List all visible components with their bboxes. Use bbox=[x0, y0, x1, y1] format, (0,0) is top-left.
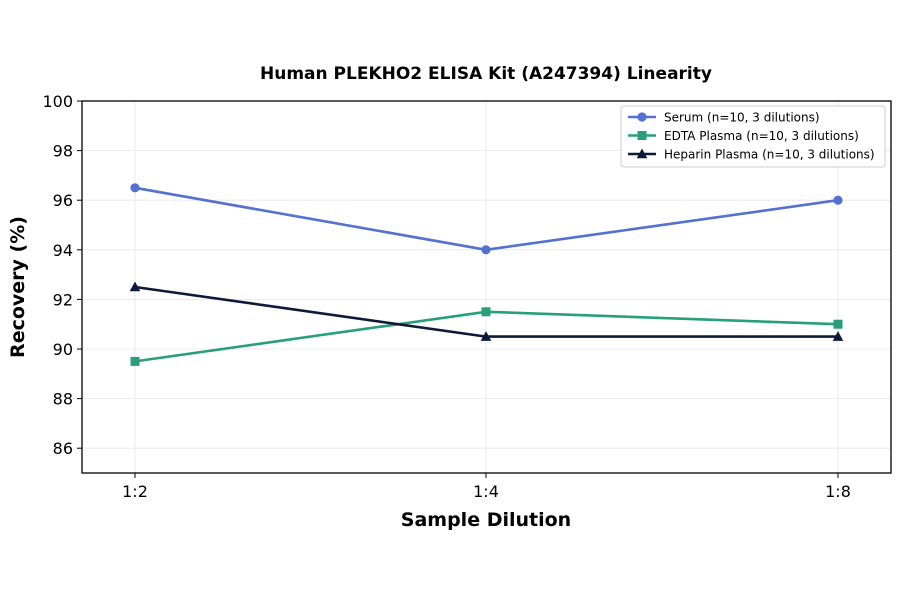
data-point-triangle bbox=[480, 331, 492, 341]
legend-label: Heparin Plasma (n=10, 3 dilutions) bbox=[664, 148, 875, 162]
y-tick-label: 88 bbox=[53, 390, 73, 409]
legend-label: EDTA Plasma (n=10, 3 dilutions) bbox=[664, 129, 859, 143]
x-axis-label: Sample Dilution bbox=[401, 509, 571, 531]
series-line bbox=[134, 186, 839, 252]
y-tick-label: 94 bbox=[53, 241, 73, 260]
y-axis-label: Recovery (%) bbox=[7, 216, 29, 358]
data-point-square bbox=[833, 319, 843, 329]
legend-item: Heparin Plasma (n=10, 3 dilutions) bbox=[628, 148, 875, 162]
legend-item: Serum (n=10, 3 dilutions) bbox=[628, 111, 820, 125]
series-layer bbox=[129, 183, 844, 366]
data-point-triangle bbox=[636, 148, 648, 159]
y-tick-label: 98 bbox=[53, 142, 73, 161]
y-tick-label: 92 bbox=[53, 290, 73, 309]
y-tick-label: 96 bbox=[53, 191, 73, 210]
legend-label: Serum (n=10, 3 dilutions) bbox=[664, 111, 820, 125]
y-tick-label: 100 bbox=[42, 92, 73, 111]
data-point-triangle bbox=[832, 331, 844, 341]
data-point-square bbox=[637, 131, 647, 140]
data-point-circle bbox=[130, 183, 140, 193]
x-tick-label: 1:2 bbox=[122, 482, 148, 501]
data-point-triangle bbox=[129, 281, 141, 292]
legend-box bbox=[620, 105, 886, 168]
data-point-square bbox=[130, 356, 140, 366]
y-axis-ticks: 86 88 90 92 94 96 98 100 bbox=[42, 92, 82, 458]
y-tick-label: 90 bbox=[53, 340, 73, 359]
series-circle bbox=[130, 183, 843, 255]
data-point-circle bbox=[637, 112, 647, 122]
legend-item: EDTA Plasma (n=10, 3 dilutions) bbox=[628, 129, 859, 143]
y-tick-label: 86 bbox=[53, 439, 73, 458]
legend: Serum (n=10, 3 dilutions) EDTA Plasma (n=… bbox=[620, 105, 886, 168]
x-tick-label: 1:4 bbox=[473, 482, 499, 501]
data-point-circle bbox=[481, 245, 491, 255]
x-axis-ticks: 1:2 1:4 1:8 bbox=[122, 473, 851, 501]
chart-title: Human PLEKHO2 ELISA Kit (A247394) Linear… bbox=[260, 64, 712, 84]
data-point-square bbox=[481, 307, 491, 317]
series-square bbox=[130, 307, 843, 366]
x-tick-label: 1:8 bbox=[825, 482, 851, 501]
series-triangle bbox=[129, 281, 844, 341]
data-point-circle bbox=[833, 195, 843, 205]
